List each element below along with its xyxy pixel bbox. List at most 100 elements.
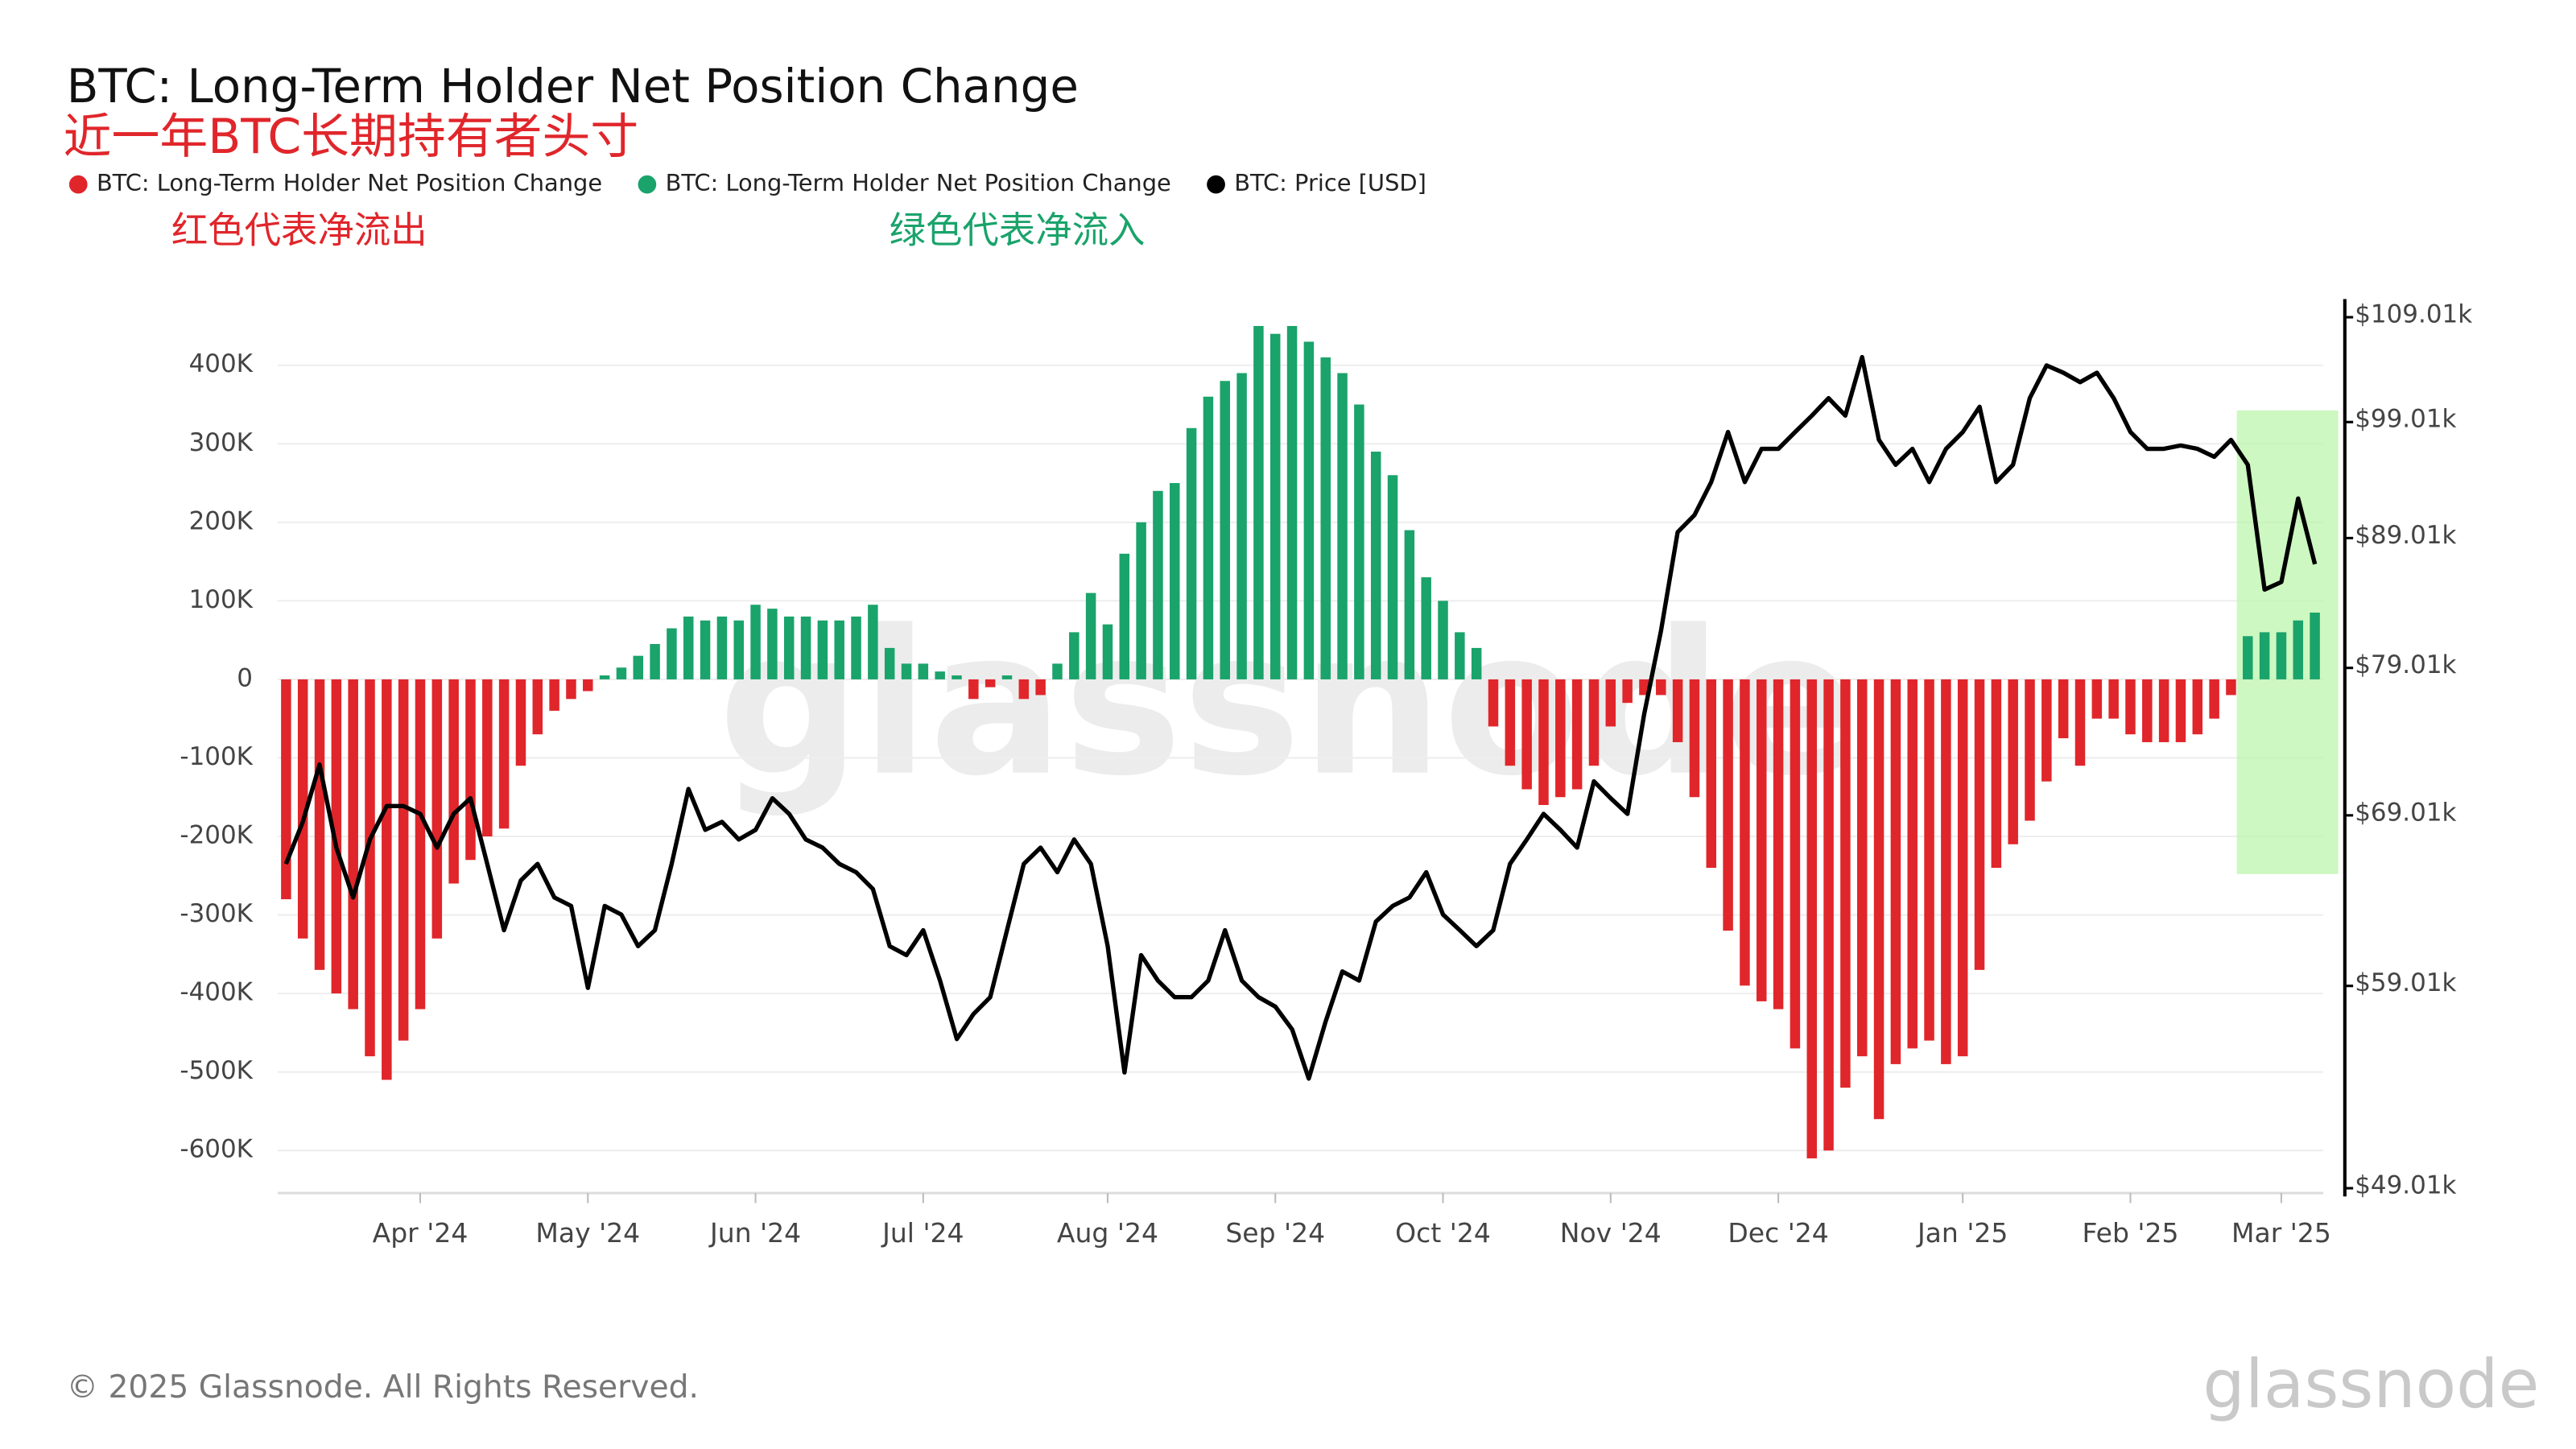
x-tick-label: Jun '24 <box>708 1217 801 1249</box>
bar <box>918 663 929 679</box>
bar <box>1907 679 1918 1049</box>
bar <box>901 663 912 679</box>
legend-label: BTC: Price [USD] <box>1234 169 1426 196</box>
annotation: 红色代表净流出 <box>171 208 427 251</box>
bar <box>667 628 677 679</box>
bar <box>1689 679 1700 798</box>
bar <box>1588 679 1600 766</box>
bar <box>2175 679 2186 742</box>
bar <box>415 679 426 1009</box>
legend-marker <box>638 175 657 194</box>
bar <box>1438 601 1448 679</box>
bar <box>549 679 559 711</box>
y2-tick-label: $69.01k <box>2355 798 2456 827</box>
legend-label: BTC: Long-Term Holder Net Position Chang… <box>666 169 1171 196</box>
x-tick-label: Jan '25 <box>1916 1217 2008 1249</box>
legend-marker <box>68 175 88 194</box>
bar <box>431 679 443 939</box>
bar <box>1555 679 1566 798</box>
bar <box>2125 679 2136 735</box>
bar <box>1455 632 1465 679</box>
bar <box>2243 636 2253 679</box>
bar <box>2276 632 2287 679</box>
bar <box>2025 679 2035 821</box>
bar <box>583 679 593 691</box>
bar <box>1085 592 1096 679</box>
x-tick-label: Aug '24 <box>1057 1217 1158 1249</box>
bar <box>2058 679 2069 739</box>
bar <box>1119 553 1130 679</box>
bar <box>2041 679 2052 782</box>
bar <box>1890 679 1901 1064</box>
y-tick-label: 0 <box>237 663 253 692</box>
bar <box>281 679 291 900</box>
bar <box>2091 679 2103 719</box>
bar <box>1303 341 1315 679</box>
y-tick-label: 400K <box>189 349 254 378</box>
bar <box>2158 679 2169 742</box>
bar <box>1622 679 1633 704</box>
bar <box>1505 679 1516 766</box>
bar <box>1269 333 1281 679</box>
bar <box>2008 679 2018 844</box>
bar <box>2142 679 2153 742</box>
bar <box>1186 427 1197 679</box>
bar <box>532 679 543 735</box>
bar <box>314 679 325 970</box>
bar <box>1203 396 1214 679</box>
logo: glassnode <box>2202 1346 2539 1423</box>
bar <box>1873 679 1885 1120</box>
bar <box>1991 679 2002 869</box>
bar <box>448 679 459 884</box>
bar <box>767 609 778 679</box>
bar <box>1856 679 1868 1057</box>
bar <box>2226 679 2236 696</box>
bar <box>365 679 375 1057</box>
y-tick-label: -600K <box>180 1135 253 1164</box>
bar <box>515 679 526 766</box>
y-tick-label: -200K <box>180 821 253 850</box>
y-tick-label: 100K <box>189 585 254 614</box>
bar <box>1001 675 1013 679</box>
y-tick-label: -400K <box>180 978 253 1007</box>
bar <box>1924 679 1934 1041</box>
y2-tick-label: $89.01k <box>2355 521 2456 550</box>
chart-subtitle: 近一年BTC长期持有者头寸 <box>64 109 639 165</box>
y2-tick-label: $109.01k <box>2355 299 2472 328</box>
x-tick-label: Oct '24 <box>1395 1217 1491 1249</box>
bar <box>1488 679 1499 727</box>
bar <box>834 620 844 679</box>
bar <box>1521 679 1532 790</box>
bar <box>851 616 861 679</box>
bar <box>1538 679 1549 805</box>
bar <box>2310 613 2320 679</box>
bar <box>297 679 308 939</box>
bar <box>1069 632 1080 679</box>
x-tick-label: May '24 <box>535 1217 640 1249</box>
bar <box>2192 679 2203 735</box>
y-tick-label: 300K <box>189 428 254 457</box>
bar <box>1740 679 1750 986</box>
x-tick-label: Feb '25 <box>2082 1217 2178 1249</box>
bar <box>650 644 660 679</box>
bar <box>1102 624 1113 679</box>
bar <box>1136 522 1146 679</box>
annotation: 绿色代表净流入 <box>890 208 1146 251</box>
y2-tick-label: $79.01k <box>2355 650 2456 679</box>
bar <box>633 655 644 679</box>
bar <box>935 671 945 679</box>
bar <box>1337 373 1348 679</box>
y2-tick-label: $99.01k <box>2355 405 2456 434</box>
bar <box>1974 679 1985 970</box>
bar <box>1605 679 1616 727</box>
bar <box>1823 679 1834 1151</box>
bar <box>331 679 342 994</box>
bar <box>1672 679 1683 742</box>
bar <box>817 620 828 679</box>
bar <box>1706 679 1717 869</box>
bar <box>398 679 409 1041</box>
chart-title: BTC: Long-Term Holder Net Position Chang… <box>67 59 1079 114</box>
bar <box>1236 373 1247 679</box>
bar <box>1018 679 1030 700</box>
bar <box>1656 679 1666 696</box>
